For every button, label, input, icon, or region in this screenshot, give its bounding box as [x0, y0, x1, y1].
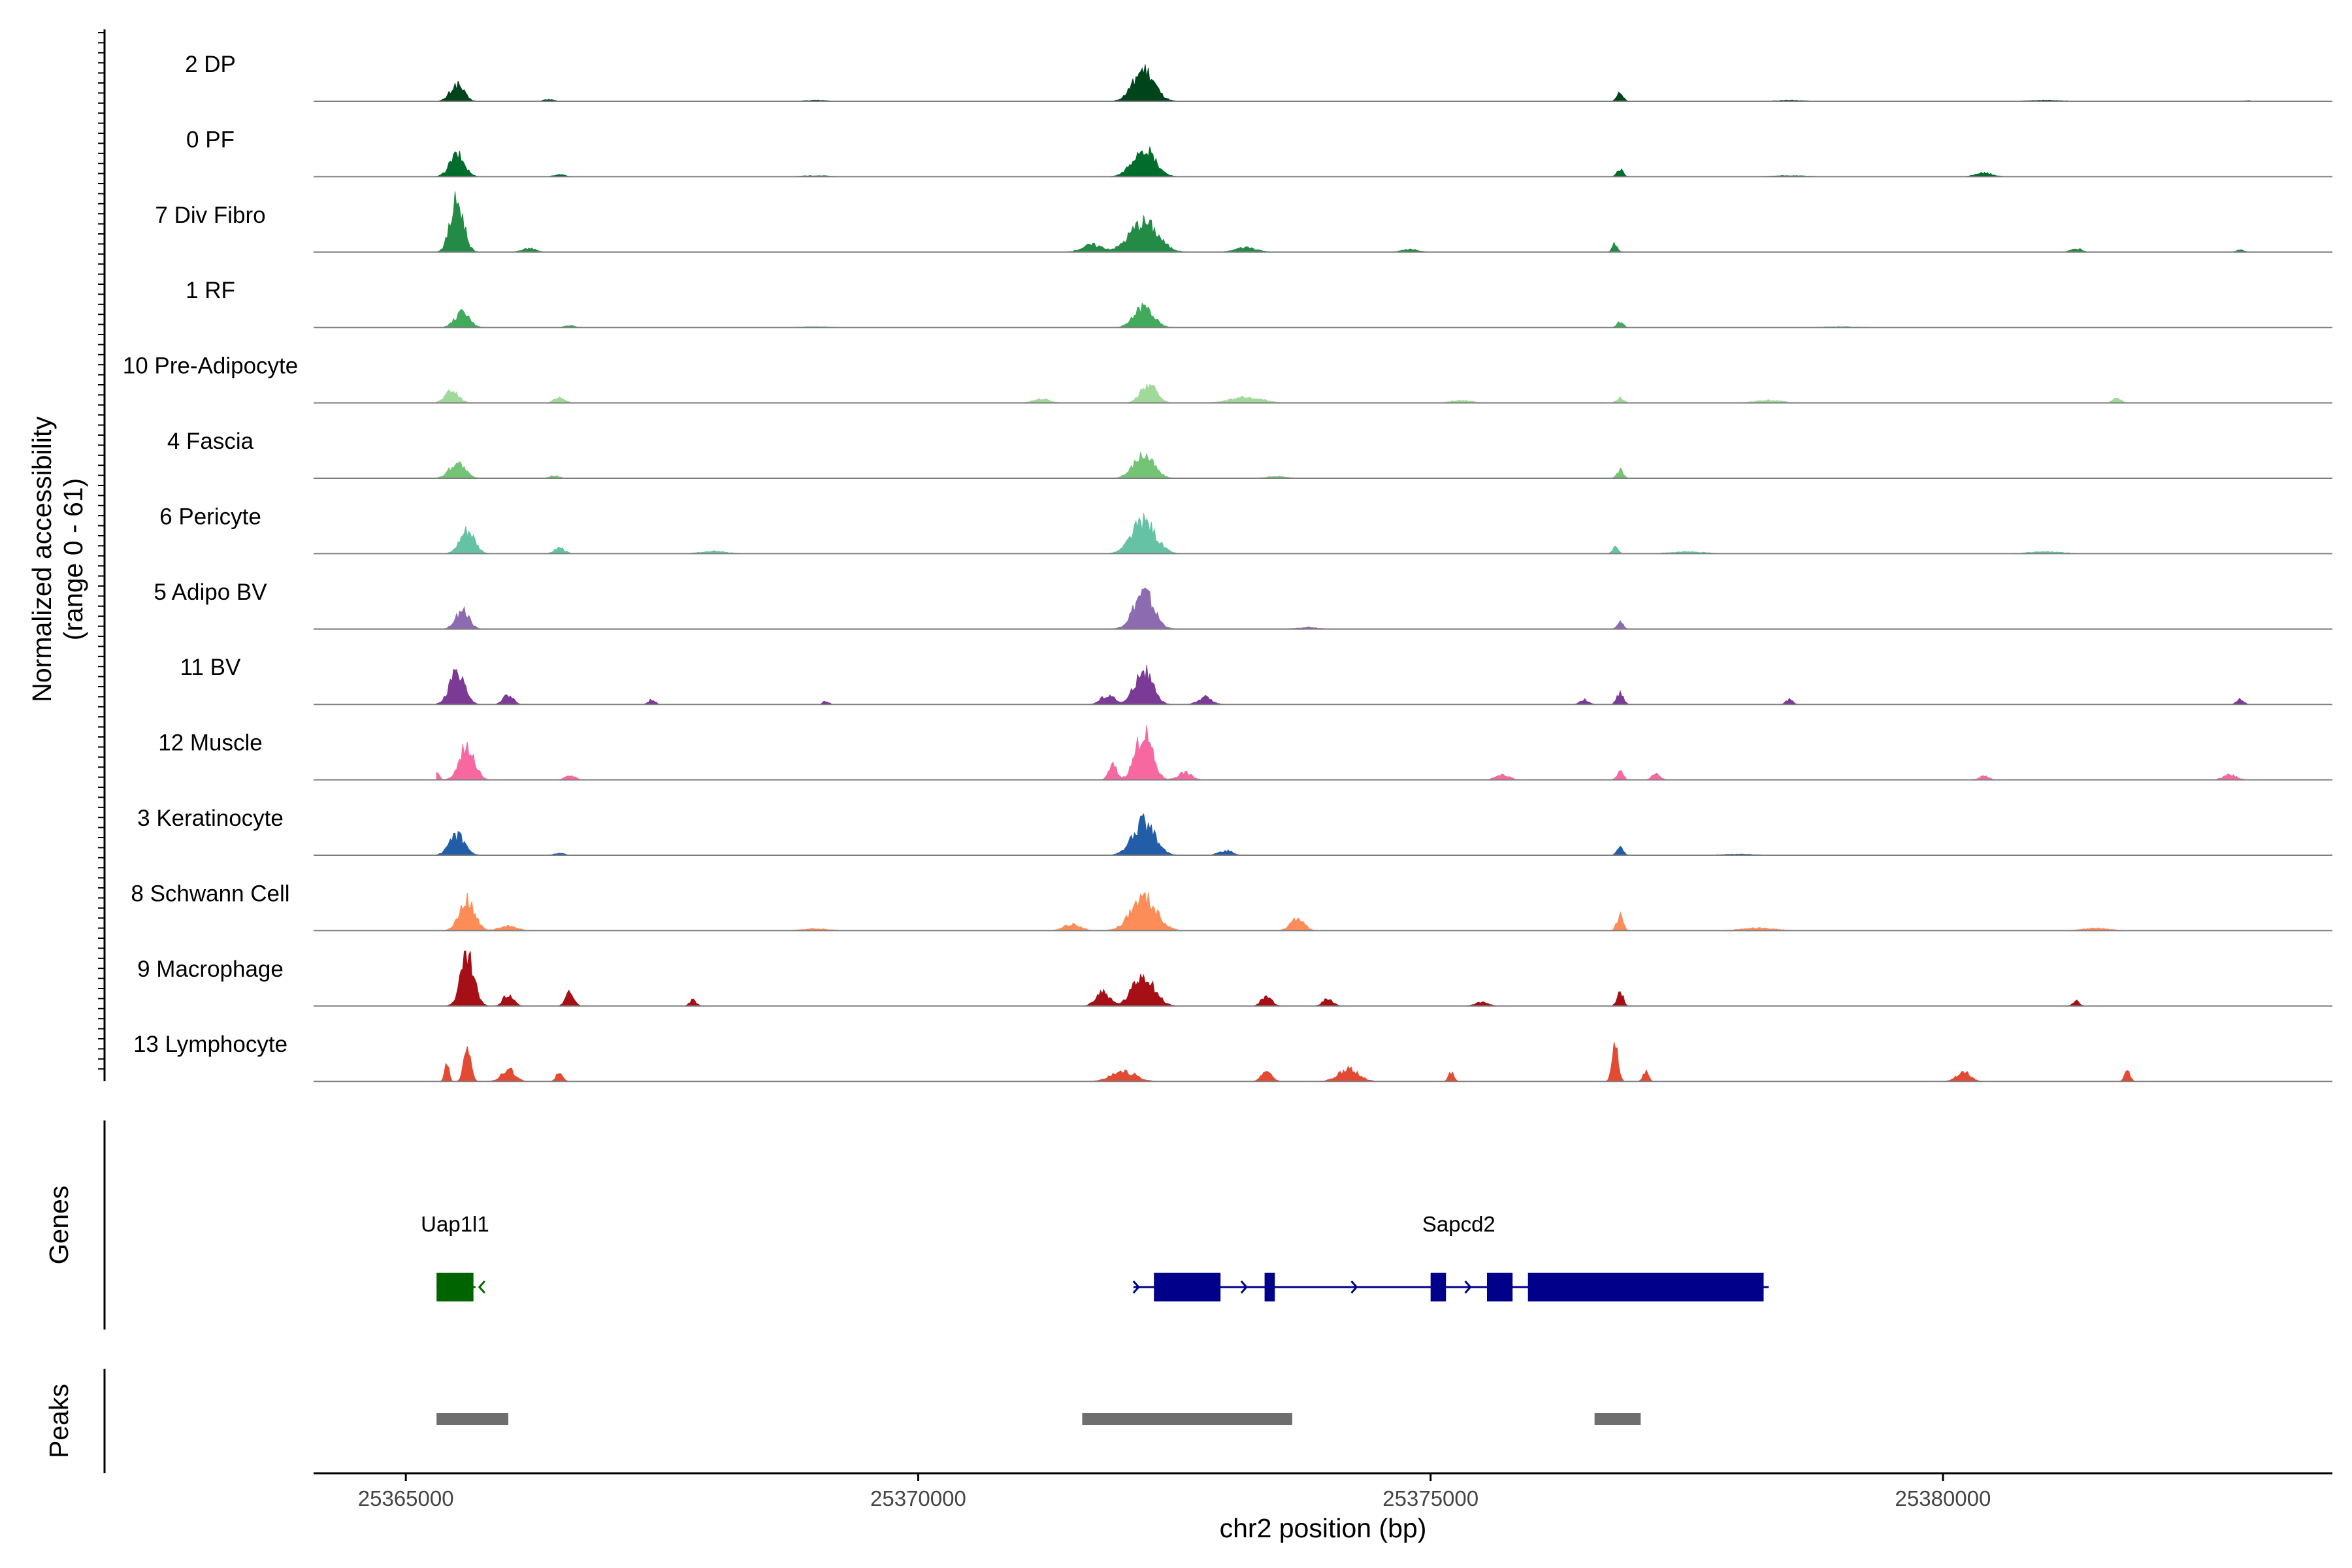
- track-label: 4 Fascia: [167, 429, 254, 454]
- track-12-muscle: 12 Muscle: [158, 725, 2332, 781]
- x-axis-ticks: 25365000 25370000 25375000 25380000: [358, 1473, 1991, 1511]
- gene-exon: [436, 1273, 474, 1301]
- peak-regions: [436, 1413, 1641, 1425]
- genes-panel-title: Genes: [44, 1186, 74, 1265]
- track-label: 0 PF: [186, 127, 235, 152]
- track-label: 2 DP: [185, 52, 236, 77]
- gene-sapcd2: Sapcd2: [1132, 1212, 1769, 1301]
- peak-region: [1594, 1413, 1641, 1425]
- peak-region: [1082, 1413, 1292, 1425]
- coverage-y-label-range: (range 0 - 61): [58, 478, 88, 640]
- gene-uap1l1: Uap1l1: [421, 1212, 489, 1301]
- track-label: 9 Macrophage: [137, 956, 284, 982]
- track-label: 5 Adipo BV: [154, 580, 267, 605]
- track-3-keratinocyte: 3 Keratinocyte: [137, 806, 2332, 856]
- track-4-fascia: 4 Fascia: [167, 429, 2332, 479]
- track-label: 3 Keratinocyte: [137, 806, 284, 831]
- track-1-rf: 1 RF: [186, 278, 2332, 329]
- track-9-macrophage: 9 Macrophage: [137, 951, 2332, 1007]
- x-axis-title: chr2 position (bp): [1220, 1513, 1427, 1543]
- coverage-y-ticks: [98, 32, 105, 1070]
- gene-exon: [1430, 1273, 1446, 1301]
- track-6-pericyte: 6 Pericyte: [159, 504, 2332, 555]
- gene-exon: [1486, 1273, 1513, 1301]
- gene-annotations: Uap1l1 Sapcd2: [421, 1212, 1769, 1301]
- strand-arrow: [1350, 1281, 1358, 1294]
- gene-label: Uap1l1: [421, 1212, 489, 1236]
- strand-arrow: [1132, 1281, 1140, 1294]
- gene-exon: [1527, 1273, 1764, 1301]
- strand-arrow: [478, 1281, 485, 1294]
- track-label: 12 Muscle: [158, 730, 263, 756]
- track-0-pf: 0 PF: [186, 127, 2332, 178]
- track-2-dp: 2 DP: [185, 52, 2332, 102]
- peaks-panel-title: Peaks: [44, 1384, 74, 1458]
- track-7-div-fibro: 7 Div Fibro: [155, 191, 2332, 253]
- track-13-lymphocyte: 13 Lymphocyte: [133, 1032, 2332, 1083]
- track-11-bv: 11 BV: [180, 655, 2332, 706]
- peak-region: [436, 1413, 509, 1425]
- gene-exon: [1264, 1273, 1275, 1301]
- x-tick-label: 25365000: [358, 1486, 454, 1511]
- gene-label: Sapcd2: [1422, 1212, 1495, 1236]
- track-label: 10 Pre-Adipocyte: [123, 353, 298, 379]
- track-label: 7 Div Fibro: [155, 203, 265, 228]
- track-8-schwann-cell: 8 Schwann Cell: [131, 881, 2332, 932]
- x-tick-label: 25375000: [1382, 1486, 1478, 1511]
- strand-arrow: [1240, 1281, 1248, 1294]
- x-tick-label: 25380000: [1895, 1486, 1991, 1511]
- track-label: 6 Pericyte: [159, 504, 261, 529]
- strand-arrow: [1464, 1281, 1472, 1294]
- track-label: 1 RF: [186, 278, 235, 303]
- track-label: 11 BV: [180, 655, 241, 680]
- track-label: 8 Schwann Cell: [131, 881, 289, 906]
- x-tick-label: 25370000: [870, 1486, 966, 1511]
- coverage-tracks: 2 DP 0 PF 7 Div Fibro 1 RF 10 Pre-Adipocyte 4…: [123, 52, 2332, 1083]
- gene-exon: [1154, 1273, 1221, 1301]
- coverage-y-label: Normalized accessibility: [27, 416, 57, 702]
- track-label: 13 Lymphocyte: [133, 1032, 287, 1057]
- track-10-pre-adipocyte: 10 Pre-Adipocyte: [123, 353, 2332, 404]
- track-5-adipo-bv: 5 Adipo BV: [154, 580, 2332, 630]
